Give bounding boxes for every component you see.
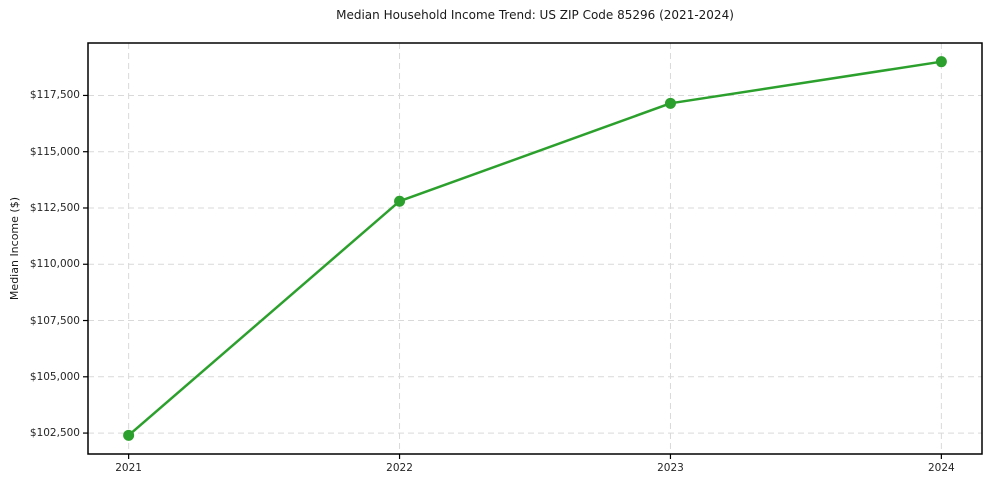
y-tick-label: $117,500: [29, 89, 80, 102]
data-point: [123, 429, 135, 441]
y-tick-label: $105,000: [29, 370, 80, 383]
x-tick-label: 2021: [115, 462, 142, 474]
y-tick-label: $102,500: [29, 427, 80, 440]
data-line: [127, 60, 943, 437]
plot-border: [87, 42, 983, 455]
data-point: [935, 56, 947, 68]
data-point: [664, 97, 676, 109]
chart-title: Median Household Income Trend: US ZIP Co…: [336, 8, 734, 22]
x-tick-label: 2023: [657, 462, 684, 474]
x-tick-label: 2024: [927, 462, 955, 474]
y-tick-label: $110,000: [29, 258, 80, 271]
data-point: [394, 195, 406, 207]
y-tick-label: $107,500: [29, 314, 80, 327]
y-tick-label: $115,000: [29, 145, 80, 158]
x-tick-label: 2022: [386, 462, 413, 474]
y-tick-label: $112,500: [29, 201, 80, 214]
